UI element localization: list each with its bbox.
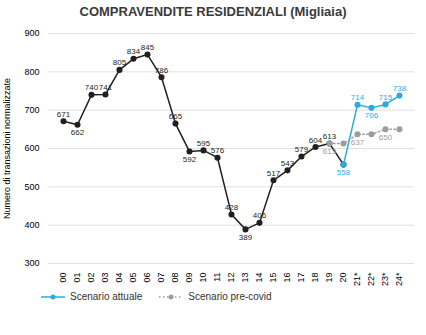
svg-text:600: 600 bbox=[24, 143, 39, 153]
html-text:Scenario attuale: Scenario attuale bbox=[70, 291, 143, 302]
svg-text:389: 389 bbox=[239, 233, 253, 242]
svg-text:900: 900 bbox=[24, 28, 39, 38]
svg-text:19: 19 bbox=[324, 273, 334, 283]
svg-text:662: 662 bbox=[71, 128, 85, 137]
svg-text:Numero di transazioni normaliz: Numero di transazioni normalizzate bbox=[2, 78, 12, 219]
svg-text:715: 715 bbox=[379, 93, 393, 102]
svg-text:400: 400 bbox=[24, 220, 39, 230]
svg-text:637: 637 bbox=[351, 138, 365, 147]
svg-text:16: 16 bbox=[282, 273, 292, 283]
svg-text:17: 17 bbox=[296, 273, 306, 283]
svg-text:04: 04 bbox=[114, 273, 124, 283]
svg-text:08: 08 bbox=[170, 273, 180, 283]
svg-text:738: 738 bbox=[393, 84, 407, 93]
svg-text:18: 18 bbox=[310, 273, 320, 283]
svg-text:06: 06 bbox=[142, 273, 152, 283]
svg-text:428: 428 bbox=[225, 203, 239, 212]
svg-text:00: 00 bbox=[58, 273, 68, 283]
svg-text:741: 741 bbox=[99, 83, 113, 92]
svg-text:13: 13 bbox=[240, 273, 250, 283]
svg-text:11: 11 bbox=[212, 273, 222, 282]
svg-text:714: 714 bbox=[351, 93, 365, 102]
svg-text:500: 500 bbox=[24, 182, 39, 192]
html-text:COMPRAVENDITE RESIDENZIALI (Mi: COMPRAVENDITE RESIDENZIALI (Migliaia) bbox=[79, 4, 347, 19]
svg-text:05: 05 bbox=[128, 273, 138, 283]
svg-text:14: 14 bbox=[254, 273, 264, 283]
svg-text:02: 02 bbox=[86, 273, 96, 283]
svg-text:20: 20 bbox=[338, 273, 348, 283]
svg-text:21*: 21* bbox=[352, 272, 362, 286]
svg-text:604: 604 bbox=[309, 136, 323, 145]
svg-text:22*: 22* bbox=[366, 272, 376, 286]
svg-text:650: 650 bbox=[379, 133, 393, 142]
svg-text:592: 592 bbox=[183, 155, 197, 164]
svg-text:576: 576 bbox=[211, 146, 225, 155]
svg-text:613: 613 bbox=[323, 132, 337, 141]
svg-text:543: 543 bbox=[281, 159, 295, 168]
svg-text:517: 517 bbox=[267, 169, 281, 178]
svg-text:595: 595 bbox=[197, 139, 211, 148]
svg-text:406: 406 bbox=[253, 211, 267, 220]
svg-text:579: 579 bbox=[295, 145, 309, 154]
svg-text:700: 700 bbox=[24, 105, 39, 115]
svg-text:800: 800 bbox=[24, 67, 39, 77]
html-text:Scenario pre-covid: Scenario pre-covid bbox=[188, 291, 272, 302]
svg-text:671: 671 bbox=[57, 110, 71, 119]
svg-text:300: 300 bbox=[24, 258, 39, 268]
svg-text:03: 03 bbox=[100, 273, 110, 283]
svg-text:613: 613 bbox=[323, 147, 337, 156]
svg-text:24*: 24* bbox=[394, 272, 404, 286]
svg-text:834: 834 bbox=[127, 47, 141, 56]
svg-text:01: 01 bbox=[72, 273, 82, 283]
svg-text:740: 740 bbox=[85, 83, 99, 92]
svg-text:09: 09 bbox=[184, 273, 194, 283]
svg-text:665: 665 bbox=[169, 112, 183, 121]
svg-text:07: 07 bbox=[156, 273, 166, 283]
svg-text:786: 786 bbox=[155, 66, 169, 75]
svg-text:15: 15 bbox=[268, 273, 278, 283]
svg-text:558: 558 bbox=[337, 168, 351, 177]
svg-text:805: 805 bbox=[113, 58, 127, 67]
svg-text:845: 845 bbox=[141, 43, 155, 52]
svg-text:12: 12 bbox=[226, 273, 236, 283]
svg-text:23*: 23* bbox=[380, 272, 390, 286]
svg-text:10: 10 bbox=[198, 273, 208, 283]
svg-text:706: 706 bbox=[365, 111, 379, 120]
